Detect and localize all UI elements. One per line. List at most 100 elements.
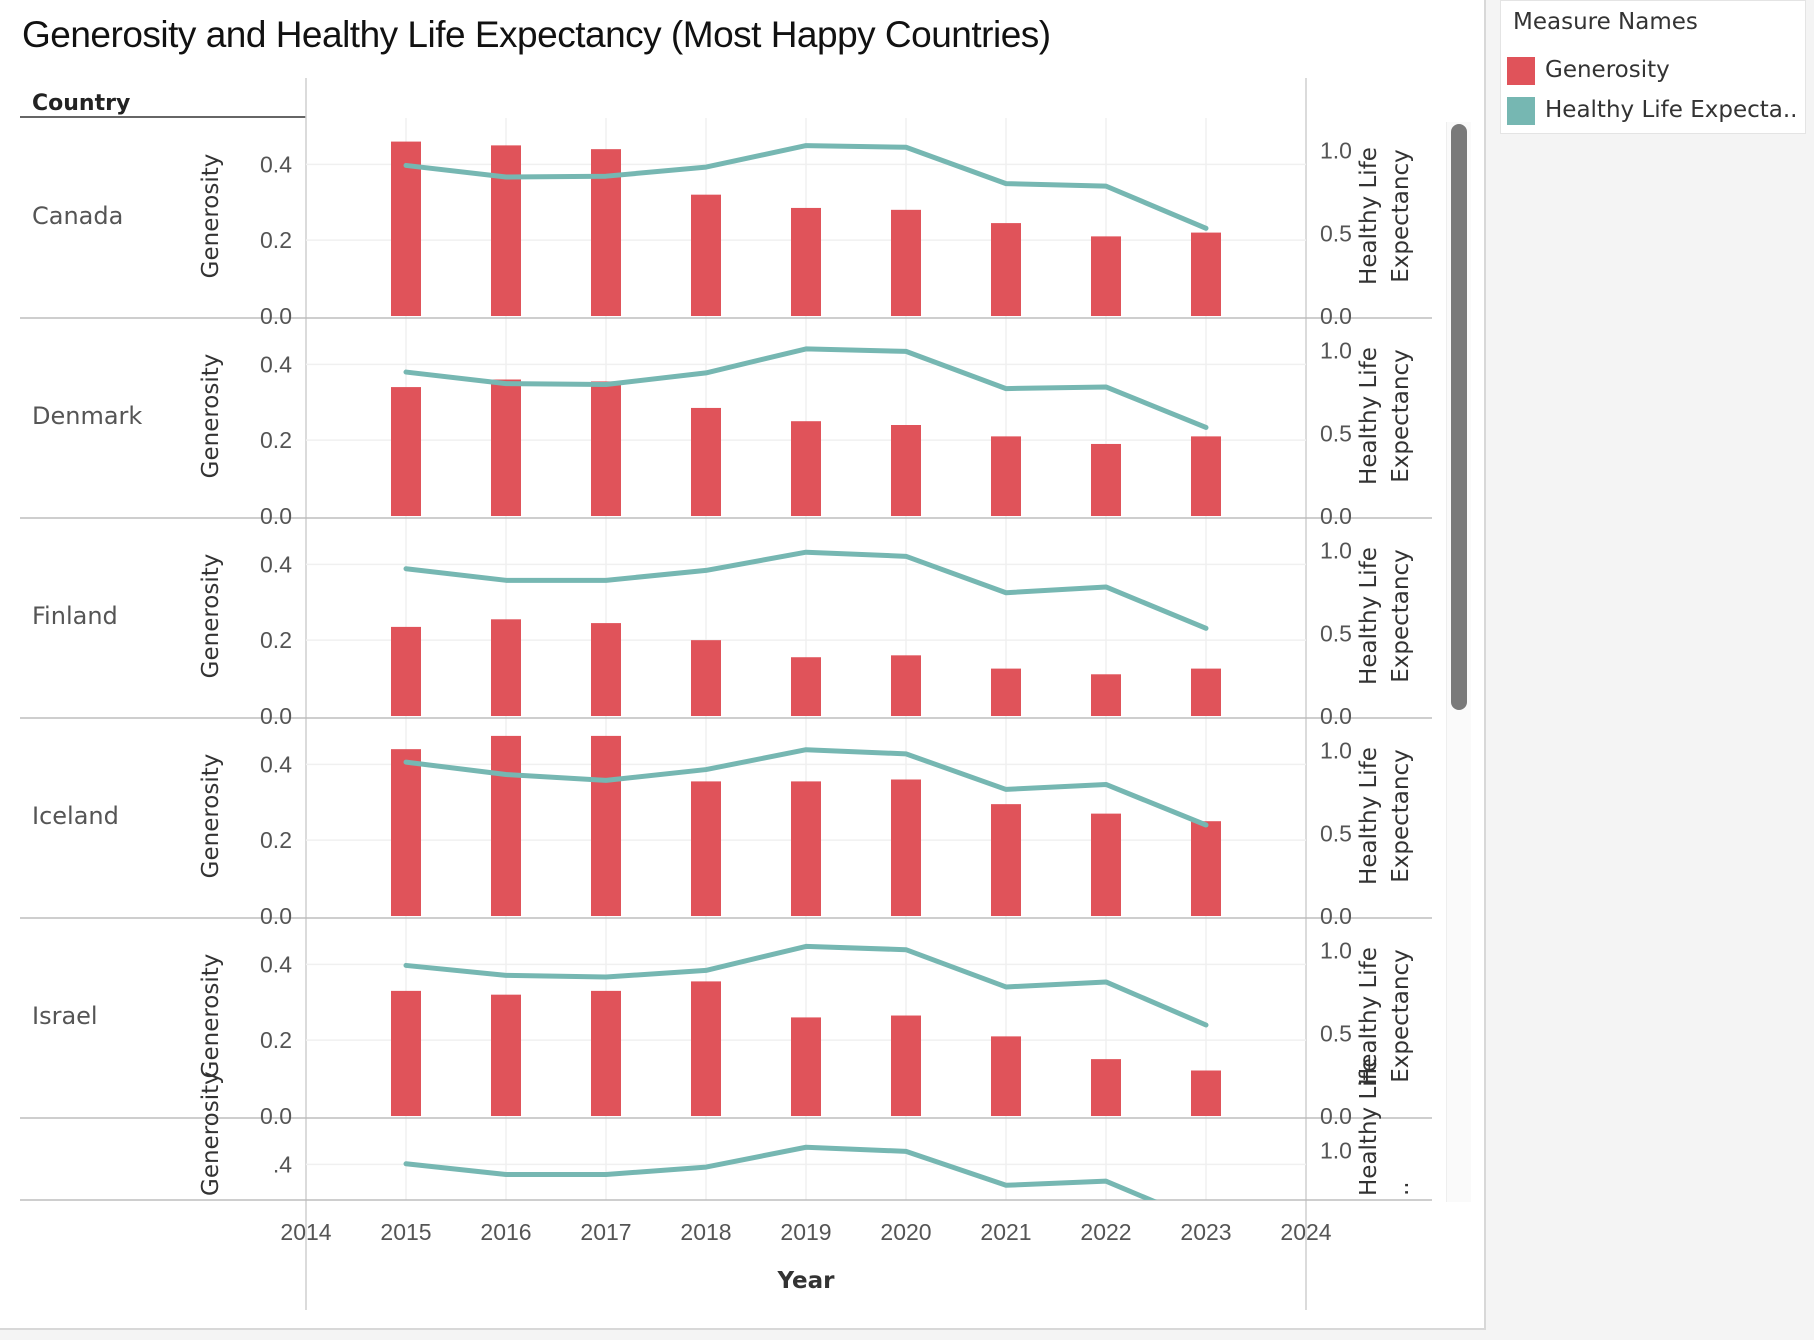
generosity-bar xyxy=(991,668,1021,716)
right-axis-title: Healthy Life xyxy=(1356,147,1382,285)
right-axis-title-line2: Expectancy xyxy=(1388,749,1414,883)
generosity-bar xyxy=(891,209,921,316)
x-tick-label: 2014 xyxy=(280,1219,331,1245)
generosity-bar xyxy=(691,981,721,1116)
generosity-bar xyxy=(891,655,921,716)
worksheet: Generosity and Healthy Life Expectancy (… xyxy=(0,0,1486,1330)
x-axis-title: Year xyxy=(776,1268,835,1294)
healthy-life-expectancy-line xyxy=(403,346,1209,430)
right-axis-title: Healthy Life xyxy=(1356,747,1382,885)
right-tick-label: 1.0 xyxy=(1320,138,1352,164)
x-tick-label: 2016 xyxy=(480,1219,531,1245)
x-tick-label: 2019 xyxy=(780,1219,831,1245)
generosity-bar xyxy=(391,990,421,1116)
generosity-bar xyxy=(591,623,621,716)
generosity-bar xyxy=(1091,443,1121,516)
left-tick-label: 0.2 xyxy=(260,227,292,253)
healthy-life-expectancy-line xyxy=(403,943,1209,1028)
right-axis-title-line2: Expectancy xyxy=(1388,949,1414,1083)
x-tick-label: 2015 xyxy=(380,1219,431,1245)
legend-item-generosity[interactable]: Generosity xyxy=(1507,53,1801,89)
left-tick-label: 0.0 xyxy=(260,703,292,729)
legend-item-healthy-life-expectancy[interactable]: Healthy Life Expecta.. xyxy=(1507,93,1801,129)
right-tick-label: 0.5 xyxy=(1320,420,1352,446)
country-label-denmark: Denmark xyxy=(32,402,142,430)
generosity-bar xyxy=(391,626,421,716)
left-tick-label: 0.2 xyxy=(260,427,292,453)
right-tick-label: 0.0 xyxy=(1320,903,1352,929)
right-tick-label: 0.5 xyxy=(1320,620,1352,646)
generosity-bar xyxy=(591,381,621,516)
x-tick-label: 2020 xyxy=(880,1219,931,1245)
generosity-bar xyxy=(891,425,921,516)
left-tick-label: 0.4 xyxy=(260,951,292,977)
right-tick-label: 1.0 xyxy=(1320,538,1352,564)
generosity-bar xyxy=(891,1015,921,1116)
generosity-bar xyxy=(791,421,821,516)
right-axis-title: Healthy Life xyxy=(1356,1058,1382,1196)
legend-swatch-generosity xyxy=(1507,57,1535,85)
generosity-bar xyxy=(591,990,621,1116)
left-axis-title: Generosity xyxy=(198,754,224,879)
generosity-bar xyxy=(1191,821,1221,916)
left-tick-label: 0.4 xyxy=(260,551,292,577)
right-tick-label: 0.5 xyxy=(1320,1020,1352,1046)
generosity-bar xyxy=(491,994,521,1116)
x-tick-label: 2024 xyxy=(1280,1219,1331,1245)
left-tick-label: 0.2 xyxy=(260,827,292,853)
right-tick-label: 0.0 xyxy=(1320,703,1352,729)
left-tick-label: 0.0 xyxy=(260,1103,292,1129)
right-axis-title-line2: Expectancy xyxy=(1388,549,1414,683)
x-tick-label: 2021 xyxy=(980,1219,1031,1245)
right-axis-title: Healthy Life xyxy=(1356,947,1382,1085)
healthy-life-expectancy-line xyxy=(403,143,1209,231)
generosity-bar xyxy=(691,407,721,516)
left-tick-label: 0.4 xyxy=(260,351,292,377)
generosity-bar xyxy=(991,436,1021,516)
generosity-bar xyxy=(1191,1070,1221,1116)
right-axis-title-line2: .. xyxy=(1388,1181,1414,1196)
left-tick-label: 0.0 xyxy=(260,903,292,929)
healthy-life-expectancy-line xyxy=(403,747,1209,828)
right-axis-title: Healthy Life xyxy=(1356,347,1382,485)
generosity-bar xyxy=(591,735,621,916)
generosity-bar xyxy=(491,735,521,916)
chart-svg: Country Canada Generosity 0.0 0.2 0.4 0.0 0.5 1.… xyxy=(20,78,1432,1310)
right-tick-label: 0.0 xyxy=(1320,503,1352,529)
right-tick-label: 0.5 xyxy=(1320,820,1352,846)
scrollbar-thumb[interactable] xyxy=(1451,124,1467,710)
country-label-iceland: Iceland xyxy=(32,802,119,830)
left-tick-label: 0.2 xyxy=(260,1027,292,1053)
generosity-bar xyxy=(491,145,521,316)
left-axis-title: Generosity xyxy=(198,354,224,479)
right-tick-label: 0.5 xyxy=(1320,220,1352,246)
generosity-bar xyxy=(1191,232,1221,316)
left-tick-label: 0.4 xyxy=(260,751,292,777)
generosity-bar xyxy=(791,1017,821,1116)
generosity-bar xyxy=(1091,1059,1121,1116)
generosity-bar xyxy=(691,640,721,716)
generosity-bar xyxy=(991,1036,1021,1116)
right-axis-title: Healthy Life xyxy=(1356,547,1382,685)
generosity-bar xyxy=(791,781,821,916)
generosity-bar xyxy=(1191,436,1221,516)
generosity-bar xyxy=(791,657,821,716)
right-axis-title-line2: Expectancy xyxy=(1388,149,1414,283)
left-tick-label: .4 xyxy=(273,1151,292,1177)
legend-label-healthy-life-expectancy: Healthy Life Expecta.. xyxy=(1545,97,1798,123)
chart-title: Generosity and Healthy Life Expectancy (… xyxy=(22,14,1051,55)
generosity-bar xyxy=(991,223,1021,316)
generosity-bar xyxy=(491,619,521,716)
generosity-bar xyxy=(691,194,721,316)
left-axis-title: Generosity xyxy=(198,1071,224,1196)
x-tick-label: 2022 xyxy=(1080,1219,1131,1245)
left-tick-label: 0.2 xyxy=(260,627,292,653)
x-tick-label: 2018 xyxy=(680,1219,731,1245)
right-tick-label: 1.0 xyxy=(1320,738,1352,764)
left-tick-label: 0.0 xyxy=(260,303,292,329)
row-header-country: Country xyxy=(32,91,130,116)
generosity-bar xyxy=(491,379,521,516)
legend-label-generosity: Generosity xyxy=(1545,57,1670,83)
left-axis-title: Generosity xyxy=(198,554,224,679)
country-label-israel: Israel xyxy=(32,1002,98,1030)
